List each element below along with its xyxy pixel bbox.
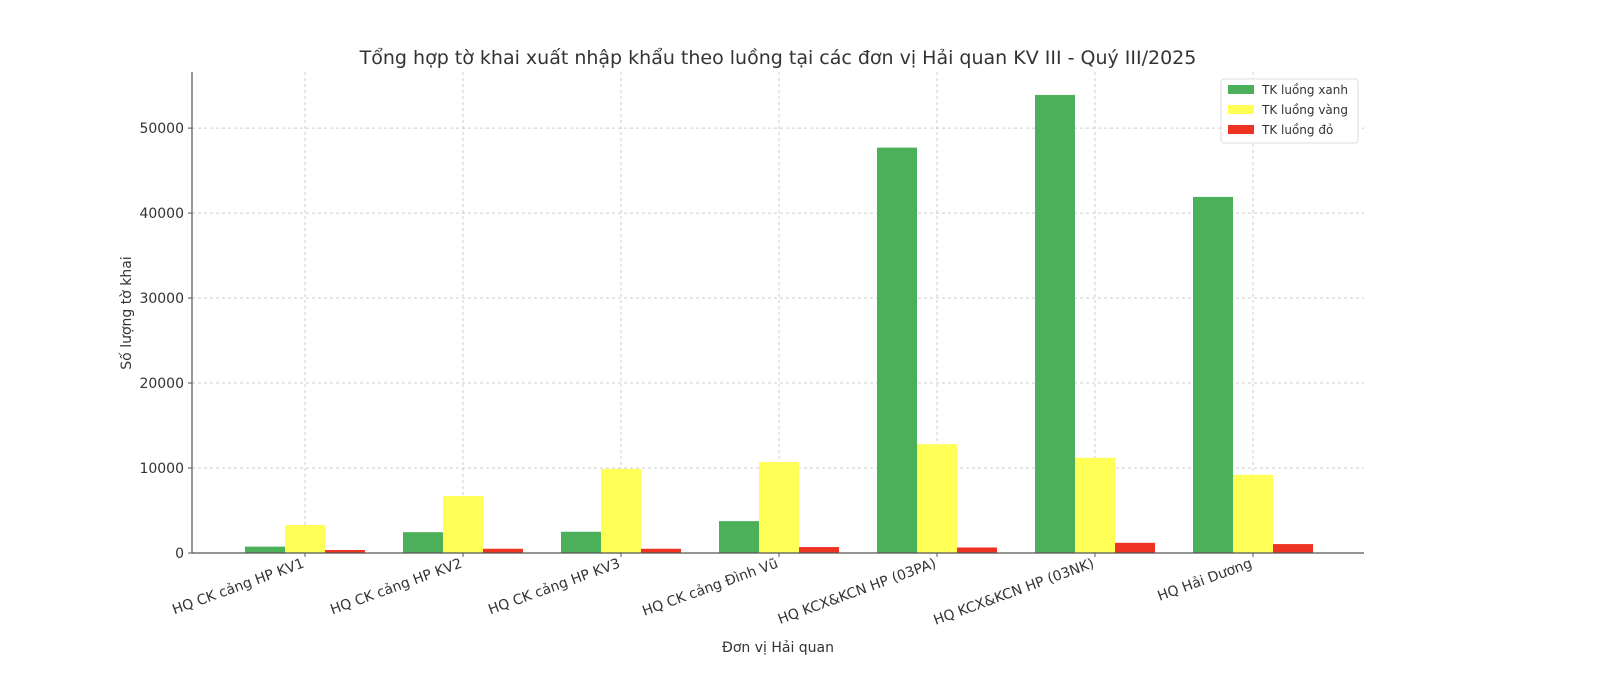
legend-label: TK luồng vàng — [1261, 103, 1348, 117]
bar-yellow — [1233, 474, 1273, 553]
y-tick-label: 20000 — [139, 376, 184, 392]
bar-yellow — [917, 444, 957, 553]
x-tick-label: HQ KCX&KCN HP (03PA) — [776, 556, 938, 628]
bar-yellow — [601, 468, 641, 553]
bar-red — [325, 550, 365, 553]
bar-red — [1273, 544, 1313, 553]
bar-yellow — [759, 462, 799, 553]
x-tick-label: HQ CK cảng HP KV3 — [486, 556, 622, 619]
y-tick-label: 10000 — [139, 461, 184, 477]
x-tick-label: HQ Hải Dương — [1155, 556, 1254, 605]
bar-green — [561, 531, 601, 553]
y-tick-label: 50000 — [139, 121, 184, 137]
bar-green — [877, 147, 917, 553]
legend: TK luồng xanh TK luồng vàng TK luồng đỏ — [1220, 78, 1359, 144]
chart-title: Tổng hợp tờ khai xuất nhập khẩu theo luồ… — [359, 47, 1197, 69]
y-tick-label: 40000 — [139, 206, 184, 222]
x-axis-label: Đơn vị Hải quan — [722, 640, 834, 656]
legend-swatch — [1228, 105, 1254, 114]
bar-red — [799, 547, 839, 553]
bar-yellow — [1075, 457, 1115, 553]
y-axis-label: Số lượng tờ khai — [118, 256, 135, 369]
x-tick-label: HQ KCX&KCN HP (03NK) — [932, 556, 1097, 629]
bar-green — [1035, 94, 1075, 554]
bar-red — [641, 548, 681, 553]
bar-green — [719, 521, 759, 553]
x-tick-label: HQ CK cảng Đình Vũ — [640, 556, 780, 620]
x-tick-label: HQ CK cảng HP KV2 — [328, 556, 464, 619]
bars — [245, 94, 1313, 554]
grid — [192, 72, 1364, 553]
bar-green — [245, 546, 285, 553]
bar-red — [1115, 542, 1155, 553]
y-tick-label: 0 — [175, 546, 184, 562]
legend-box — [1220, 78, 1359, 144]
legend-swatch — [1228, 125, 1254, 134]
bar-red — [957, 547, 997, 553]
legend-label: TK luồng xanh — [1261, 83, 1348, 97]
legend-label: TK luồng đỏ — [1261, 123, 1333, 137]
legend-swatch — [1228, 85, 1254, 94]
bar-yellow — [443, 496, 483, 553]
bar-red — [483, 548, 523, 553]
bar-green — [1193, 196, 1233, 554]
y-tick-label: 30000 — [139, 291, 184, 307]
bar-yellow — [285, 524, 325, 553]
bar-green — [403, 532, 443, 553]
x-tick-label: HQ CK cảng HP KV1 — [170, 556, 306, 619]
